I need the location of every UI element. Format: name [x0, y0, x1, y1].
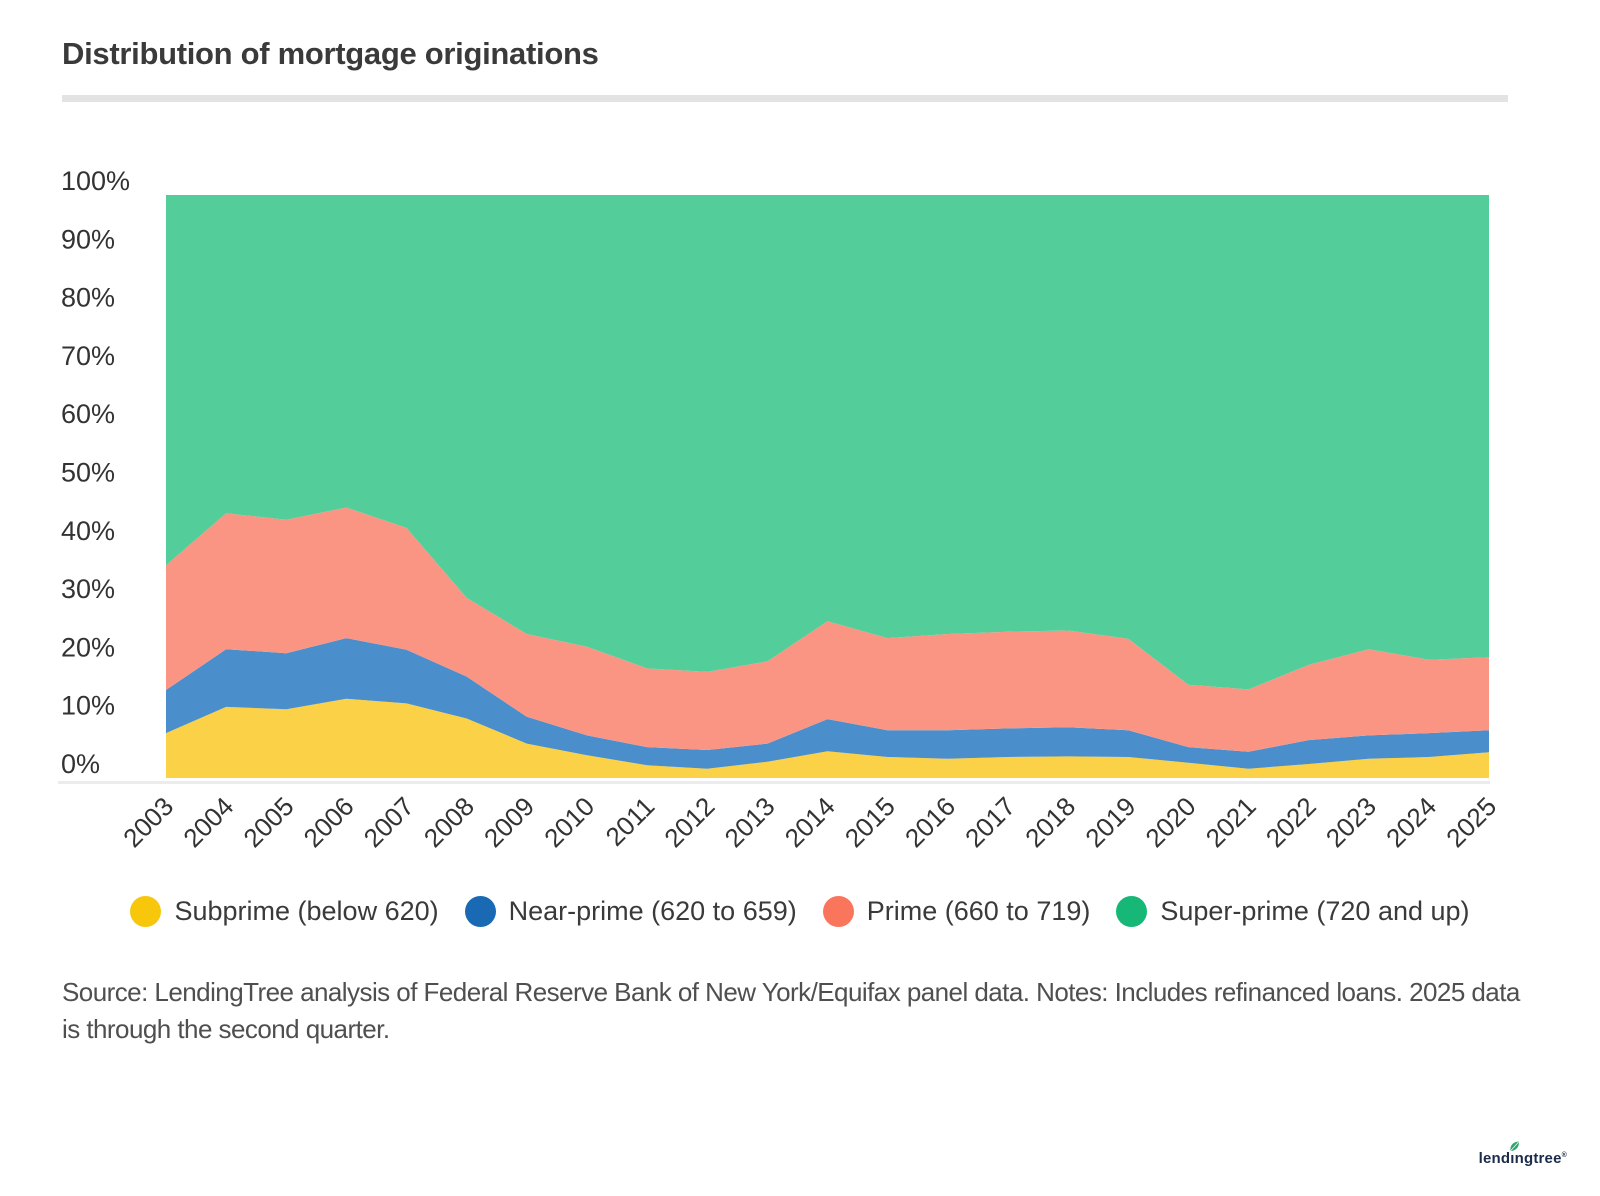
y-axis-label: 30% — [61, 574, 115, 604]
y-axis-label: 100% — [61, 166, 130, 196]
x-axis-label: 2013 — [719, 791, 781, 853]
x-axis-label: 2011 — [600, 791, 661, 852]
x-axis-label: 2020 — [1139, 791, 1201, 853]
legend-label: Subprime (below 620) — [174, 896, 439, 926]
legend-item-prime: Prime (660 to 719) — [822, 896, 1091, 927]
area-subprime-below — [166, 698, 1489, 778]
logo-leaf-anchor: ı — [1510, 1141, 1520, 1167]
legend-item-super-prime: Super-prime (720 and up) — [1116, 896, 1470, 927]
legend-label: Super-prime (720 and up) — [1160, 896, 1470, 926]
legend-item-subprime: Subprime (below 620) — [130, 896, 439, 927]
x-axis-label: 2023 — [1320, 791, 1382, 853]
source-note-line: Source: LendingTree analysis of Federal … — [62, 977, 1520, 1007]
area-near-prime-to — [166, 638, 1489, 769]
leaf-icon — [1510, 1141, 1520, 1152]
x-axis-label: 2006 — [298, 791, 360, 853]
y-axis-label: 90% — [61, 224, 115, 254]
prime-swatch-icon — [822, 896, 854, 927]
x-axis-label: 2004 — [177, 791, 239, 853]
x-axis-label: 2014 — [779, 791, 841, 853]
x-axis-label: 2012 — [658, 791, 720, 853]
x-axis-label: 2015 — [839, 791, 901, 853]
area-super-prime-and-up — [166, 195, 1489, 690]
x-axis-label: 2019 — [1079, 791, 1141, 853]
legend-label: Prime (660 to 719) — [866, 896, 1091, 926]
x-axis-label: 2018 — [1019, 791, 1081, 853]
chart-legend: Subprime (below 620) Near-prime (620 to … — [0, 896, 1600, 927]
x-axis-label: 2003 — [117, 791, 179, 853]
x-axis-label: 2005 — [237, 791, 299, 853]
x-axis-label: 2025 — [1440, 791, 1502, 853]
y-axis-label: 10% — [61, 691, 115, 721]
legend-item-near-prime: Near-prime (620 to 659) — [464, 896, 797, 927]
mortgage-originations-stacked-area-chart: 0%10%20%30%40%50%60%70%80%90%100%2003200… — [58, 166, 1502, 853]
x-axis-label: 2022 — [1260, 791, 1322, 853]
near-prime-swatch-icon — [464, 896, 496, 927]
source-note-line: is through the second quarter. — [62, 1014, 390, 1044]
y-axis-label: 80% — [61, 283, 115, 313]
y-axis-label: 40% — [61, 516, 115, 546]
y-axis-label: 20% — [61, 632, 115, 662]
y-axis-label: 70% — [61, 341, 115, 371]
x-axis-label: 2008 — [418, 791, 480, 853]
y-axis-label: 50% — [61, 458, 115, 488]
super-prime-swatch-icon — [1116, 896, 1148, 927]
x-axis-label: 2010 — [538, 791, 600, 853]
trademark-symbol: ® — [1561, 1152, 1567, 1159]
y-axis-label: 60% — [61, 399, 115, 429]
x-axis-label: 2007 — [358, 791, 420, 853]
source-note: Source: LendingTree analysis of Federal … — [62, 974, 1520, 1048]
lendingtree-logo: lendı ngtree® — [1479, 1141, 1567, 1167]
page-title: Distribution of mortgage originations — [62, 36, 599, 71]
title-divider — [62, 95, 1508, 102]
x-axis-label: 2021 — [1200, 791, 1262, 853]
x-axis-line — [58, 781, 1490, 784]
subprime-swatch-icon — [130, 896, 162, 927]
y-axis-label: 0% — [61, 749, 100, 779]
x-axis-label: 2016 — [899, 791, 961, 853]
x-axis-label: 2017 — [959, 791, 1021, 853]
legend-label: Near-prime (620 to 659) — [508, 896, 797, 926]
x-axis-label: 2024 — [1380, 791, 1442, 853]
area-prime-to — [166, 507, 1489, 752]
x-axis-label: 2009 — [478, 791, 540, 853]
